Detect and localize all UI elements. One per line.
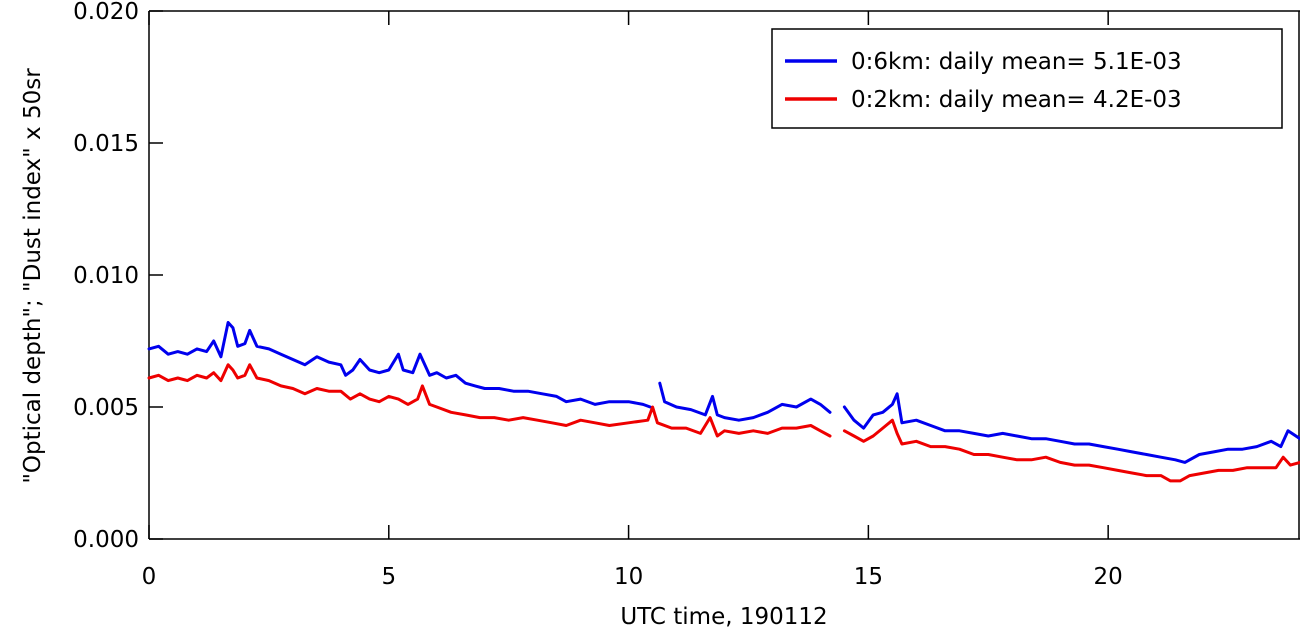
y-tick-label: 0.015 [73, 131, 139, 157]
x-tick-label: 20 [1094, 564, 1123, 590]
x-tick-label: 10 [614, 564, 643, 590]
legend-label-2: 0:2km: daily mean= 4.2E-03 [851, 87, 1182, 113]
y-axis-title: "Optical depth"; "Dust index" x 50sr [20, 68, 46, 484]
series-layer [147, 321, 1300, 483]
y-tick-label: 0.020 [73, 0, 139, 25]
x-axis-title: UTC time, 190112 [620, 604, 827, 630]
legend-box [771, 28, 1283, 129]
y-tick-label: 0.005 [73, 395, 139, 421]
y-axis-ticks: 0.000 0.005 0.010 0.015 0.020 [73, 0, 163, 553]
legend: 0:6km: daily mean= 5.1E-03 0:2km: daily m… [771, 28, 1283, 129]
y-tick-label: 0.010 [73, 263, 139, 289]
x-axis-ticks: 0 5 10 15 20 [142, 11, 1123, 590]
y-tick-label: 0.000 [73, 527, 139, 553]
x-tick-label: 5 [381, 564, 396, 590]
legend-label-1: 0:6km: daily mean= 5.1E-03 [851, 49, 1182, 75]
series-line-1 [147, 321, 1300, 464]
x-tick-label: 15 [854, 564, 883, 590]
x-tick-label: 0 [142, 564, 157, 590]
series-line-2 [147, 363, 1300, 483]
